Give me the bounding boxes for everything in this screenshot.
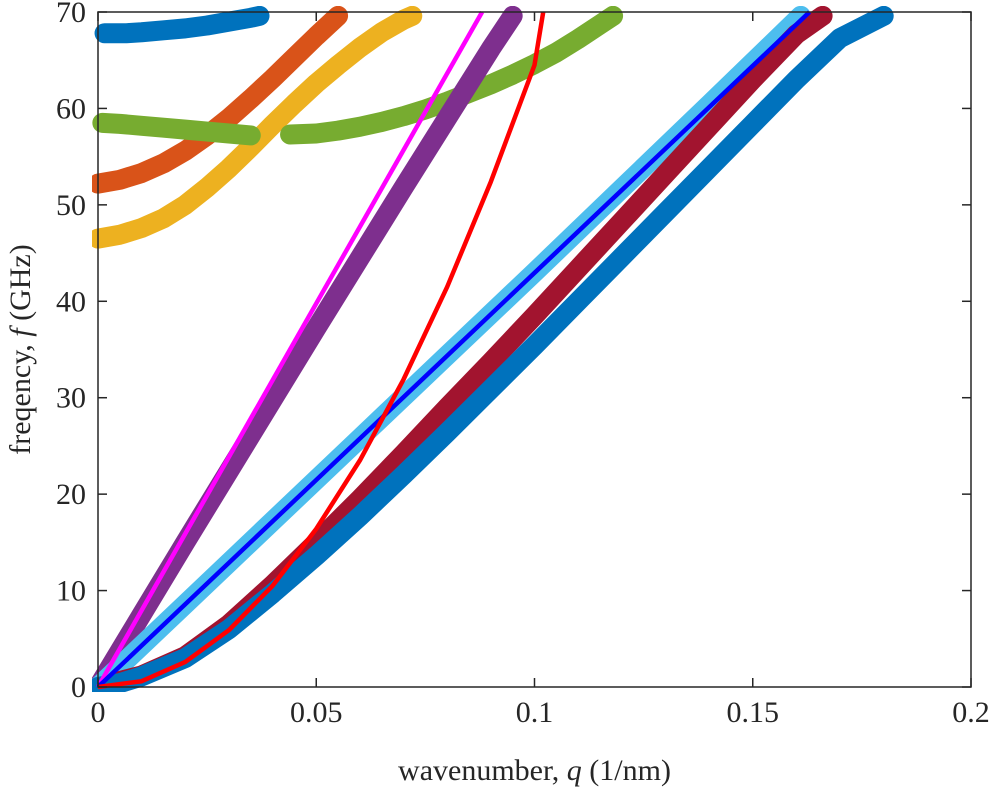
y-axis-label-prefix: freqency, — [4, 344, 37, 454]
y-tick-label: 50 — [56, 189, 86, 222]
y-tick-label: 30 — [56, 382, 86, 415]
series-dots-yellow — [92, 6, 423, 249]
x-axis-label: wavenumber, q (1/nm) — [398, 754, 671, 787]
x-axis-label-prefix: wavenumber, — [398, 754, 559, 787]
series-dots-green-left — [92, 112, 261, 146]
x-tick-label: 0 — [91, 696, 106, 729]
series-dots-purple — [92, 6, 523, 692]
series-dots-blue-top — [94, 6, 270, 44]
x-tick-label: 0.1 — [516, 696, 554, 729]
ticks-layer: 0 0.05 0.1 0.15 0.2 0 10 20 30 40 50 60 70 — [56, 0, 990, 729]
y-tick-label: 10 — [56, 575, 86, 608]
x-tick-label: 0.05 — [290, 696, 343, 729]
series-layer — [92, 6, 894, 692]
series-line-magenta — [96, 10, 485, 689]
series-line-blue — [96, 10, 812, 689]
y-axis-label-unit: (GHz) — [4, 244, 37, 321]
x-tick-label: 0.2 — [952, 696, 990, 729]
series-line-red — [97, 11, 546, 690]
x-axis-label-unit: (1/nm) — [589, 754, 671, 787]
y-tick-label: 20 — [56, 478, 86, 511]
y-tick-label: 40 — [56, 285, 86, 318]
y-axis-label: freqency, f (GHz) — [4, 244, 37, 454]
x-axis-label-symbol: q — [567, 754, 582, 787]
y-tick-label: 0 — [71, 671, 86, 704]
y-tick-label: 70 — [56, 0, 86, 29]
y-axis-label-symbol: f — [4, 325, 37, 337]
y-tick-label: 60 — [56, 92, 86, 125]
series-dots-blue-main — [92, 6, 894, 692]
x-tick-label: 0.15 — [727, 696, 780, 729]
